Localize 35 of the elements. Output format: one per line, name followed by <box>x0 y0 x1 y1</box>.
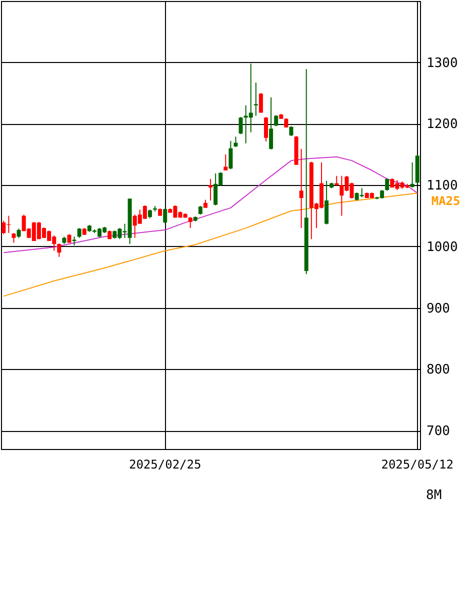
candlestick <box>234 136 238 148</box>
line-series <box>3 192 418 297</box>
candlestick <box>224 154 228 171</box>
candlestick <box>163 208 168 224</box>
candlestick <box>208 178 212 201</box>
candlestick <box>410 162 414 188</box>
y-tick-label: 1100 <box>426 178 458 194</box>
y-tick-label: 800 <box>426 362 450 378</box>
y-tick-label: 900 <box>426 301 450 316</box>
candlestick <box>264 116 268 142</box>
text: 8M <box>426 488 442 503</box>
x-tick-label: 2025/05/12 <box>381 458 454 472</box>
y-tick-label: 1000 <box>426 240 458 255</box>
x-tick-label: 2025/02/25 <box>128 458 202 472</box>
candlestick <box>188 216 192 229</box>
y-tick-label: 700 <box>426 424 450 440</box>
candlestick <box>284 118 288 128</box>
candlestick <box>16 228 21 238</box>
candlestick <box>57 242 62 258</box>
candlestick <box>289 126 294 137</box>
y-tick-label: 1200 <box>426 117 458 132</box>
candlestick <box>274 114 278 127</box>
candlestick <box>12 232 16 244</box>
y-tick-label: 1300 <box>426 56 458 71</box>
candlestick <box>228 140 233 170</box>
series-label: MA25 <box>431 194 460 208</box>
candlestick <box>299 148 304 229</box>
candlestick <box>258 92 263 114</box>
candlestick <box>77 228 82 238</box>
candlestick <box>324 180 329 225</box>
candlestick <box>385 178 390 192</box>
candlestick <box>269 96 274 150</box>
line-series <box>3 156 418 254</box>
candlestick <box>238 116 243 135</box>
candlestick <box>254 82 258 116</box>
